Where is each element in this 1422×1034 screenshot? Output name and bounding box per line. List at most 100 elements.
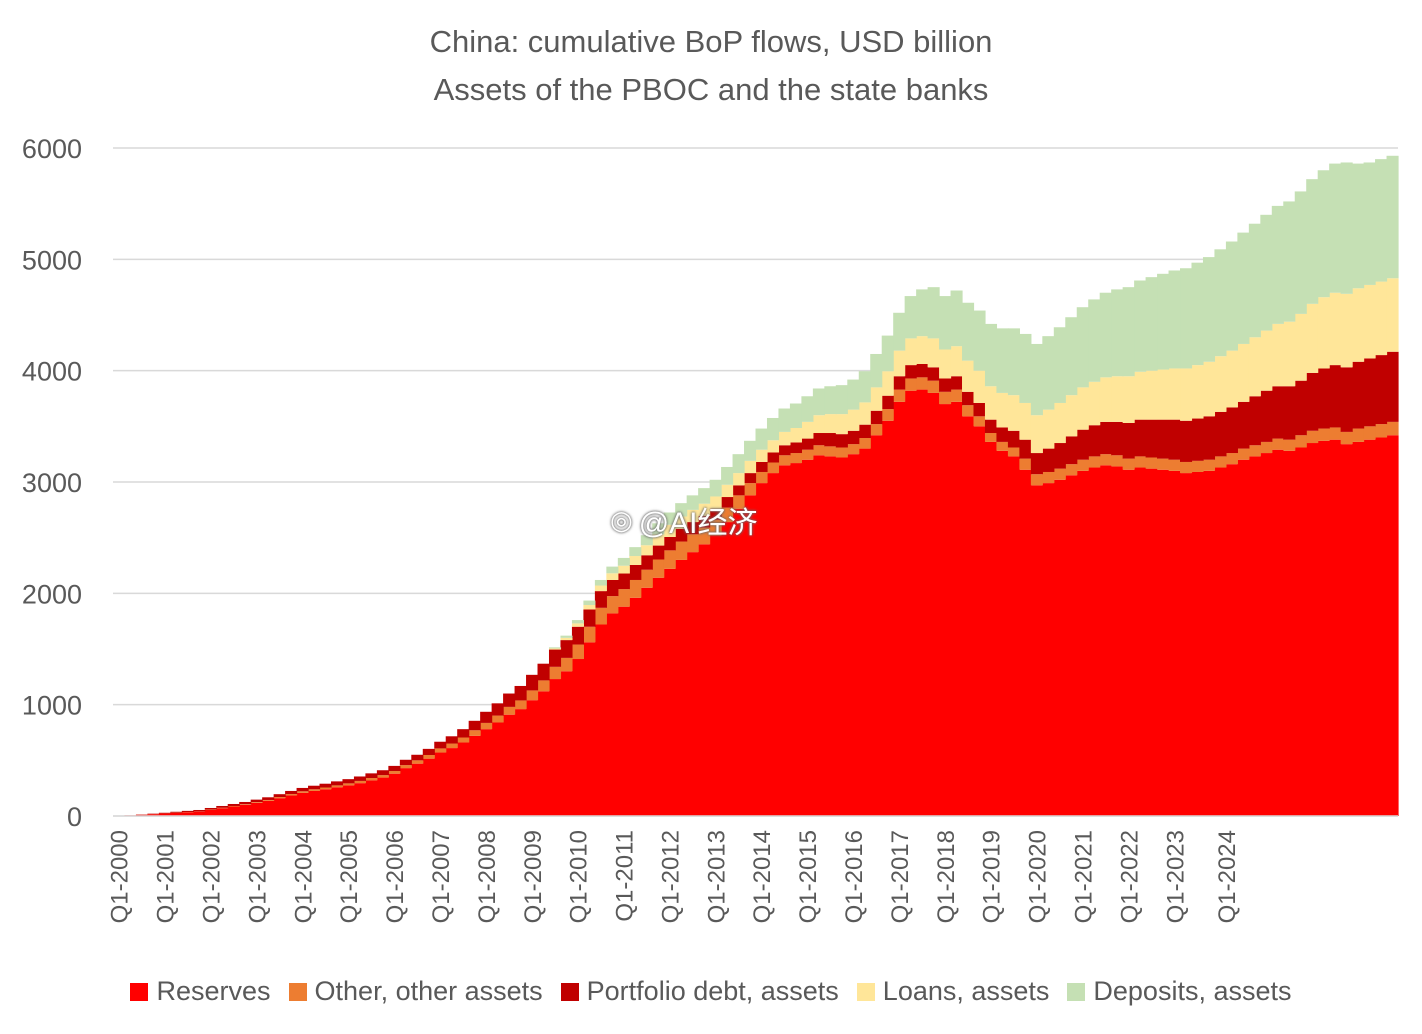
area-segment xyxy=(870,410,883,425)
area-segment xyxy=(617,557,630,566)
area-segment xyxy=(491,703,504,716)
area-segment xyxy=(847,444,860,455)
area-segment xyxy=(250,799,263,803)
area-segment xyxy=(1122,287,1135,377)
area-segment xyxy=(1053,443,1066,469)
area-segment xyxy=(1053,479,1066,816)
area-segment xyxy=(801,449,814,460)
area-segment xyxy=(1317,170,1330,298)
area-segment xyxy=(1214,411,1227,457)
area-segment xyxy=(984,419,998,434)
area-segment xyxy=(491,722,504,816)
x-tick-label: Q1-2005 xyxy=(336,830,363,923)
area-segment xyxy=(1340,293,1353,368)
area-segment xyxy=(227,803,240,806)
area-segment xyxy=(422,754,435,759)
area-segment xyxy=(858,448,871,816)
series-portfolio-debt-assets xyxy=(135,351,1399,815)
area-segment xyxy=(801,438,814,450)
area-segment xyxy=(526,674,539,691)
area-segment xyxy=(1375,281,1388,356)
area-segment xyxy=(1294,191,1307,314)
x-tick-label: Q1-2000 xyxy=(107,830,134,923)
x-tick-label: Q1-2017 xyxy=(887,830,914,923)
area-segment xyxy=(250,802,263,803)
area-segment xyxy=(1340,367,1353,432)
area-segment xyxy=(514,700,527,710)
area-segment xyxy=(1019,402,1032,440)
area-segment xyxy=(824,414,837,434)
area-segment xyxy=(789,463,802,816)
area-segment xyxy=(571,659,584,816)
area-segment xyxy=(262,797,275,800)
area-segment xyxy=(1030,485,1043,816)
area-segment xyxy=(353,776,367,781)
area-segment xyxy=(675,528,688,542)
area-segment xyxy=(1386,278,1399,352)
area-segment xyxy=(285,794,298,796)
area-segment xyxy=(950,401,963,816)
area-segment xyxy=(1168,459,1181,471)
area-segment xyxy=(503,714,516,816)
area-segment xyxy=(594,607,607,625)
area-segment xyxy=(640,569,653,588)
watermark-text: @AI经济 xyxy=(638,507,758,540)
area-segment xyxy=(216,805,229,808)
area-segment xyxy=(835,414,848,435)
area-segment xyxy=(847,379,860,410)
area-segment xyxy=(560,671,573,816)
area-segment xyxy=(319,789,332,816)
area-segment xyxy=(434,741,447,749)
area-segment xyxy=(514,709,527,816)
y-tick-label: 6000 xyxy=(22,134,82,164)
area-segment xyxy=(721,507,734,523)
area-segment xyxy=(1019,469,1032,816)
area-segment xyxy=(571,626,584,645)
area-segment xyxy=(376,777,389,816)
area-segment xyxy=(996,427,1009,442)
area-segment xyxy=(353,780,367,784)
area-segment xyxy=(1306,430,1319,444)
area-segment xyxy=(1363,358,1376,427)
area-segment xyxy=(812,455,825,816)
area-segment xyxy=(1202,416,1216,460)
area-segment xyxy=(526,700,539,816)
area-segment xyxy=(1065,475,1078,816)
area-segment xyxy=(640,555,653,570)
area-segment xyxy=(812,388,825,416)
area-segment xyxy=(560,640,573,658)
area-segment xyxy=(468,720,481,731)
area-segment xyxy=(939,404,952,816)
area-segment xyxy=(606,613,619,816)
area-segment xyxy=(353,783,367,816)
x-tick-label: Q1-2011 xyxy=(612,830,639,922)
area-segment xyxy=(984,441,998,816)
area-segment xyxy=(732,508,745,816)
area-segment xyxy=(1271,323,1284,387)
area-segment xyxy=(181,812,194,816)
area-segment xyxy=(675,516,688,529)
axes: 0 1000 2000 3000 4000 5000 6000 Q1-2000 Q1-2001 Q… xyxy=(22,134,1398,923)
area-segment xyxy=(342,783,355,786)
x-tick-label: Q1-2022 xyxy=(1116,830,1143,923)
x-tick-label: Q1-2018 xyxy=(933,830,960,923)
area-segment xyxy=(1134,371,1147,420)
area-segment xyxy=(916,377,929,390)
area-segment xyxy=(812,433,825,446)
area-segment xyxy=(1065,317,1078,396)
legend-swatch-other xyxy=(288,982,307,1001)
area-segment xyxy=(227,806,240,816)
area-segment xyxy=(1145,277,1158,371)
x-tick-label: Q1-2001 xyxy=(153,830,180,923)
area-segment xyxy=(1225,350,1238,408)
legend-item-portfolio: Portfolio debt, assets xyxy=(560,976,839,1007)
area-segment xyxy=(1007,430,1020,448)
area-segment xyxy=(1007,447,1020,457)
area-segment xyxy=(1191,471,1204,816)
area-segment xyxy=(812,415,825,434)
area-segment xyxy=(1122,458,1135,470)
area-segment xyxy=(721,484,734,498)
x-tick-label: Q1-2004 xyxy=(290,830,317,923)
area-segment xyxy=(1386,155,1399,279)
area-segment xyxy=(721,522,734,816)
